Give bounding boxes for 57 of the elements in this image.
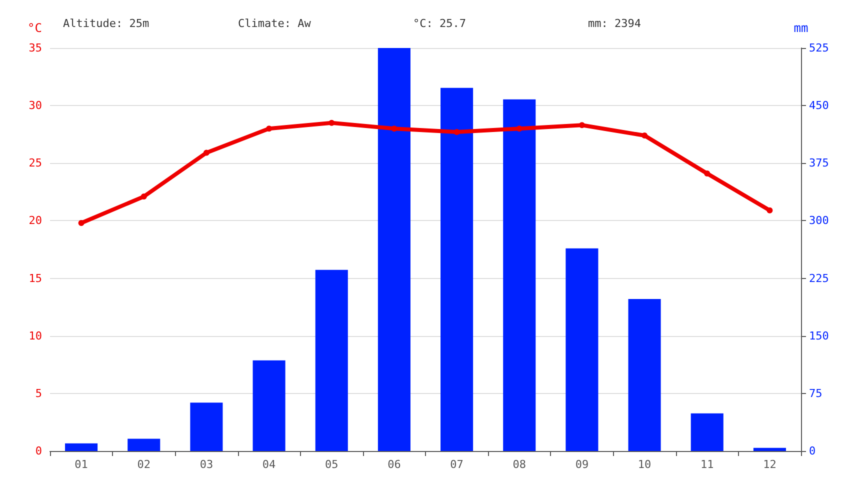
y-tick-label: 20 bbox=[28, 214, 42, 228]
bar bbox=[378, 48, 410, 451]
x-tick-label: 05 bbox=[325, 458, 338, 471]
point bbox=[266, 126, 272, 132]
text: mm: 2394 bbox=[588, 17, 642, 30]
y2-tick-label: 150 bbox=[809, 329, 829, 342]
point bbox=[391, 126, 398, 132]
y2-tick-label: 300 bbox=[809, 214, 829, 228]
bar bbox=[753, 448, 786, 451]
y2-tick-label: 0 bbox=[809, 444, 816, 458]
y2-tick-label: 75 bbox=[809, 386, 822, 400]
y-tick-label: 35 bbox=[28, 42, 42, 54]
x-tick-label: 10 bbox=[638, 458, 652, 471]
bar bbox=[440, 88, 474, 451]
x-tick-label: 12 bbox=[763, 458, 776, 471]
y-tick-label: 5 bbox=[35, 386, 42, 400]
point bbox=[454, 129, 460, 136]
x-tick-label: 09 bbox=[575, 458, 589, 471]
y2-tick-label: 450 bbox=[809, 99, 829, 112]
y2-tick-label: 225 bbox=[809, 272, 829, 285]
y-tick-label: 30 bbox=[28, 99, 42, 112]
y2-axis-title: mm bbox=[794, 21, 808, 35]
y2-tick-label: 375 bbox=[809, 156, 829, 170]
x-tick-label: 02 bbox=[137, 458, 150, 471]
point bbox=[516, 126, 522, 132]
x-tick-label: 03 bbox=[200, 458, 214, 471]
point bbox=[766, 207, 773, 214]
y-tick-label: 25 bbox=[28, 156, 42, 170]
x-tick-label: 07 bbox=[450, 458, 464, 471]
bar bbox=[628, 299, 661, 451]
x-tick-label: 11 bbox=[700, 458, 714, 471]
text: Climate: Aw bbox=[238, 17, 312, 30]
bar bbox=[65, 443, 98, 451]
bar bbox=[503, 99, 536, 451]
x-tick-label: 01 bbox=[74, 458, 88, 471]
bar bbox=[690, 413, 724, 451]
x-tick-label: 08 bbox=[512, 458, 526, 471]
y2-tick-label: 525 bbox=[809, 42, 829, 54]
bar bbox=[566, 248, 598, 451]
point bbox=[203, 150, 210, 156]
y-axis-title: °C bbox=[28, 21, 42, 35]
y-tick-label: 10 bbox=[28, 329, 42, 342]
text: °C: 25.7 bbox=[413, 17, 466, 30]
text: Altitude: 25m bbox=[63, 17, 150, 30]
point bbox=[78, 220, 84, 226]
bar bbox=[128, 438, 160, 451]
x-tick-label: 04 bbox=[262, 458, 276, 471]
bar bbox=[190, 402, 223, 451]
y-tick-label: 0 bbox=[35, 444, 42, 458]
point bbox=[328, 120, 335, 126]
bar bbox=[315, 270, 348, 451]
bar bbox=[252, 360, 286, 451]
point bbox=[704, 170, 710, 177]
x-tick-label: 06 bbox=[388, 458, 401, 471]
point bbox=[140, 194, 147, 200]
y-tick-label: 15 bbox=[28, 272, 42, 285]
point bbox=[642, 132, 648, 139]
